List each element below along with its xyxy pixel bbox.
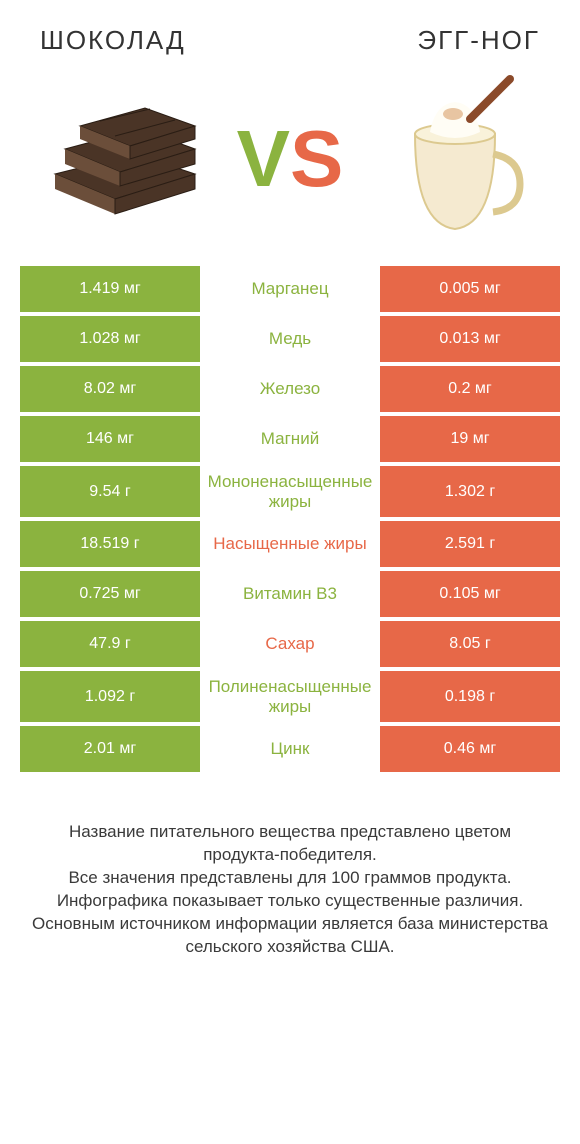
nutrient-name: Насыщенные жиры — [200, 521, 380, 567]
right-value: 0.198 г — [380, 671, 560, 722]
nutrient-name: Витамин B3 — [200, 571, 380, 617]
table-row: 1.092 гПолиненасыщенные жиры0.198 г — [20, 671, 560, 722]
footer-notes: Название питательного вещества представл… — [0, 776, 580, 979]
right-value: 0.2 мг — [380, 366, 560, 412]
infographic-container: ШОКОЛАД ЭГГ-НОГ — [0, 0, 580, 1144]
table-row: 47.9 гСахар8.05 г — [20, 621, 560, 667]
table-row: 146 мгМагний19 мг — [20, 416, 560, 462]
left-value: 1.028 мг — [20, 316, 200, 362]
right-value: 0.013 мг — [380, 316, 560, 362]
nutrient-name: Медь — [200, 316, 380, 362]
left-value: 1.092 г — [20, 671, 200, 722]
table-row: 8.02 мгЖелезо0.2 мг — [20, 366, 560, 412]
left-value: 2.01 мг — [20, 726, 200, 772]
footer-line: Инфографика показывает только существенн… — [30, 890, 550, 913]
footer-line: Основным источником информации является … — [30, 913, 550, 959]
nutrient-name: Полиненасыщенные жиры — [200, 671, 380, 722]
left-value: 8.02 мг — [20, 366, 200, 412]
nutrient-name: Цинк — [200, 726, 380, 772]
right-value: 2.591 г — [380, 521, 560, 567]
right-value: 1.302 г — [380, 466, 560, 517]
table-row: 9.54 гМононенасыщенные жиры1.302 г — [20, 466, 560, 517]
nutrient-name: Мононенасыщенные жиры — [200, 466, 380, 517]
footer-line: Все значения представлены для 100 граммо… — [30, 867, 550, 890]
left-value: 18.519 г — [20, 521, 200, 567]
right-value: 0.46 мг — [380, 726, 560, 772]
table-row: 18.519 гНасыщенные жиры2.591 г — [20, 521, 560, 567]
right-value: 0.105 мг — [380, 571, 560, 617]
left-value: 9.54 г — [20, 466, 200, 517]
table-row: 0.725 мгВитамин B30.105 мг — [20, 571, 560, 617]
vs-v-letter: V — [237, 119, 290, 199]
right-value: 8.05 г — [380, 621, 560, 667]
footer-line: Название питательного вещества представл… — [30, 821, 550, 867]
left-title: ШОКОЛАД — [40, 25, 186, 56]
table-row: 1.419 мгМарганец0.005 мг — [20, 266, 560, 312]
nutrient-name: Железо — [200, 366, 380, 412]
comparison-table: 1.419 мгМарганец0.005 мг1.028 мгМедь0.01… — [0, 266, 580, 776]
nutrient-name: Магний — [200, 416, 380, 462]
left-value: 146 мг — [20, 416, 200, 462]
nutrient-name: Сахар — [200, 621, 380, 667]
eggnog-image — [370, 74, 540, 244]
table-row: 2.01 мгЦинк0.46 мг — [20, 726, 560, 772]
left-value: 1.419 мг — [20, 266, 200, 312]
left-value: 47.9 г — [20, 621, 200, 667]
vs-label: VS — [237, 119, 344, 199]
header-row: ШОКОЛАД ЭГГ-НОГ — [0, 0, 580, 66]
chocolate-image — [40, 74, 210, 244]
right-value: 19 мг — [380, 416, 560, 462]
right-value: 0.005 мг — [380, 266, 560, 312]
images-row: VS — [0, 66, 580, 266]
left-value: 0.725 мг — [20, 571, 200, 617]
table-row: 1.028 мгМедь0.013 мг — [20, 316, 560, 362]
nutrient-name: Марганец — [200, 266, 380, 312]
vs-s-letter: S — [290, 119, 343, 199]
right-title: ЭГГ-НОГ — [417, 25, 540, 56]
